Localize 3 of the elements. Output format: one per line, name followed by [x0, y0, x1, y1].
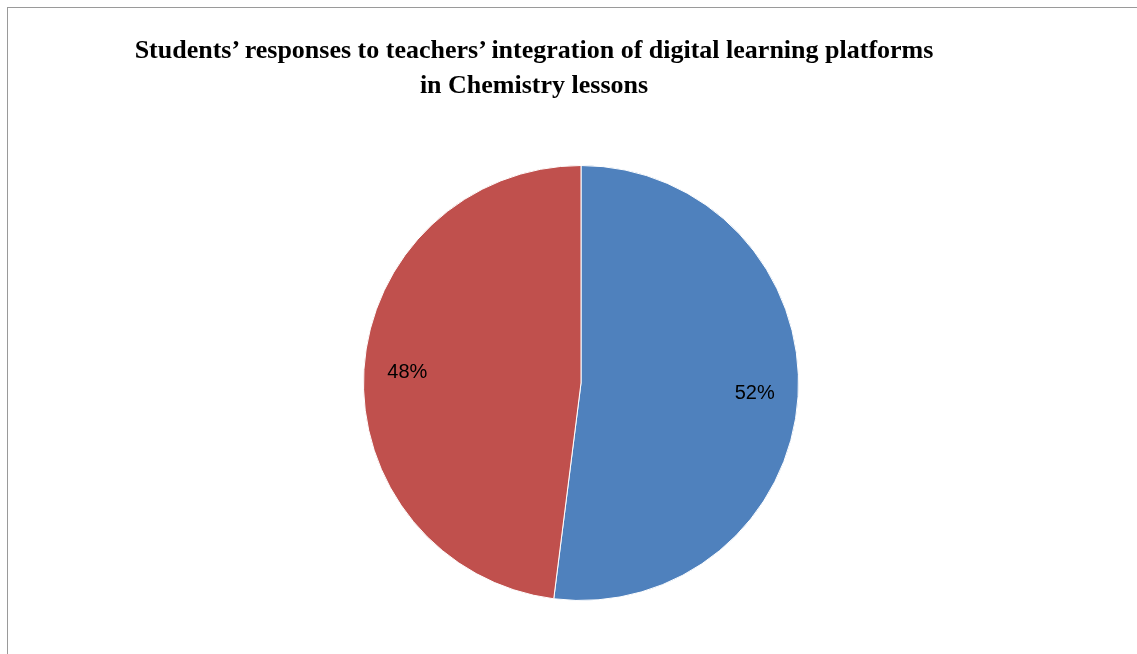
data-label: 52%: [734, 381, 775, 404]
chart-title: Students’ responses to teachers’ integration of digital learning platforms in Chemistry lessons: [134, 34, 934, 101]
data-label: 48%: [387, 359, 428, 382]
